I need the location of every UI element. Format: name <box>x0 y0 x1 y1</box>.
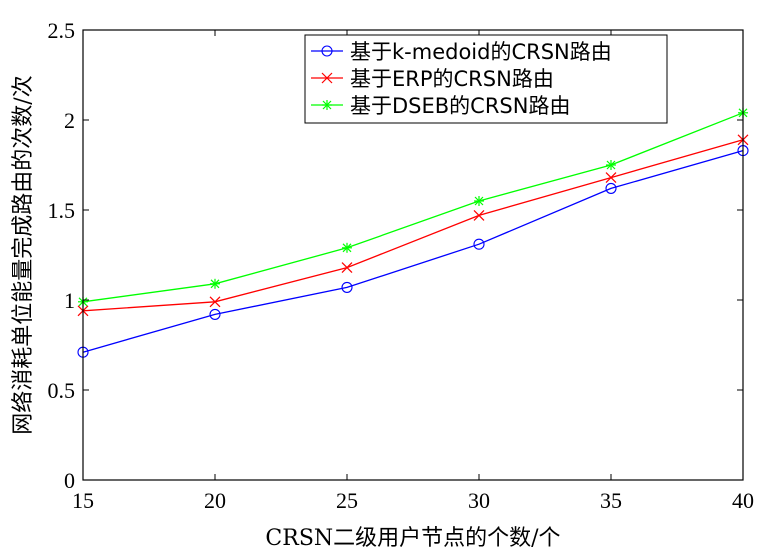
y-tick-label: 2 <box>64 108 75 133</box>
legend: 基于k-medoid的CRSN路由基于ERP的CRSN路由基于DSEB的CRSN… <box>304 34 668 124</box>
x-tick-label: 35 <box>600 488 622 513</box>
legend-label: 基于ERP的CRSN路由 <box>350 67 554 91</box>
data-point <box>473 238 485 250</box>
x-tick-label: 20 <box>204 488 226 513</box>
plot-frame <box>82 29 744 481</box>
data-point <box>473 209 485 221</box>
legend-box <box>304 34 668 124</box>
x-tick-label: 30 <box>468 488 490 513</box>
series-line-1 <box>82 149 744 353</box>
x-axis-label: CRSN二级用户节点的个数/个 <box>265 526 560 551</box>
legend-label: 基于DSEB的CRSN路由 <box>350 94 570 118</box>
series-layer <box>77 107 749 358</box>
legend-entry: 基于ERP的CRSN路由 <box>311 67 554 91</box>
data-point <box>209 296 221 308</box>
data-point <box>209 308 221 320</box>
y-tick-label: 2.5 <box>48 18 76 43</box>
y-axis: 0 0.5 1 1.5 2 2.5 <box>48 18 743 493</box>
data-point <box>210 278 220 289</box>
legend-entry: 基于DSEB的CRSN路由 <box>311 94 570 118</box>
x-tick-label: 25 <box>336 488 358 513</box>
data-point <box>341 262 353 274</box>
legend-entry: 基于k-medoid的CRSN路由 <box>311 40 612 64</box>
x-axis: 15 20 25 30 35 40 <box>72 30 754 513</box>
y-axis-label: 网络消耗单位能量完成路由的次数/次 <box>11 75 36 434</box>
legend-label: 基于k-medoid的CRSN路由 <box>350 40 612 64</box>
data-point <box>341 281 353 293</box>
data-point <box>606 160 616 170</box>
data-point <box>605 182 617 194</box>
series-line-3 <box>82 112 744 303</box>
legend-marker <box>321 45 333 57</box>
y-tick-label: 1.5 <box>48 198 76 223</box>
y-tick-label: 1 <box>64 288 75 313</box>
legend-marker <box>321 72 333 84</box>
y-tick-label: 0.5 <box>48 378 76 403</box>
x-tick-label: 40 <box>732 488 754 513</box>
data-point <box>342 242 352 253</box>
data-point <box>474 196 484 206</box>
x-tick-label: 15 <box>72 488 94 513</box>
y-tick-label: 0 <box>64 468 75 493</box>
data-point <box>605 172 617 184</box>
series-line-2 <box>82 139 744 312</box>
legend-marker <box>322 100 332 110</box>
